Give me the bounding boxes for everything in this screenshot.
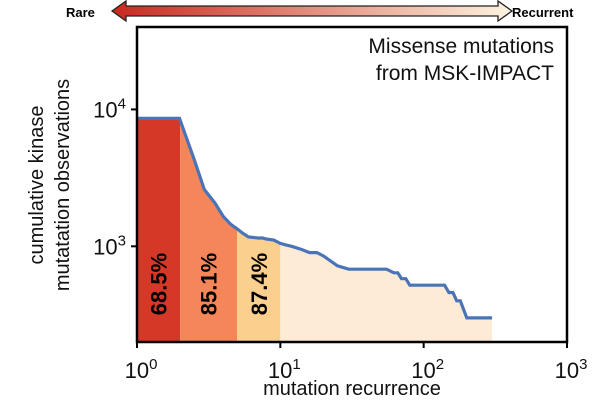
x-tick-label: 102 [411, 356, 444, 383]
x-axis-label: mutation recurrence [263, 378, 441, 400]
region-percent-label: 85.1% [197, 253, 222, 315]
chart-title: Missense mutations [368, 35, 554, 58]
region-fill [237, 228, 281, 342]
y-axis-label-line1: cumulative kinase [26, 106, 48, 265]
x-tick-label: 100 [125, 356, 158, 383]
rarity-arrow [110, 0, 514, 23]
region-percent-label: 87.4% [247, 253, 272, 315]
rare-label: Rare [66, 5, 95, 20]
chart-subtitle: from MSK-IMPACT [376, 62, 554, 85]
y-axis-label-line2: mutatation observations [52, 79, 74, 291]
region-fill [137, 118, 181, 342]
region-fills [137, 118, 493, 342]
plot-area: 68.5% 85.1% 87.4% 100 101 102 103 104 103 [93, 25, 587, 383]
region-fill [280, 243, 493, 342]
y-tick-label: 103 [93, 232, 126, 259]
region-fill [180, 120, 238, 342]
axis-ticks: 100 101 102 103 104 103 [93, 95, 587, 383]
y-tick-label: 104 [93, 95, 126, 122]
recurrent-label: Recurrent [512, 5, 574, 20]
region-percent-label: 68.5% [147, 253, 172, 315]
plot-frame [135, 25, 569, 344]
cumulative-line [137, 116, 493, 320]
x-tick-label: 101 [268, 356, 301, 383]
region-labels: 68.5% 85.1% 87.4% [147, 253, 272, 315]
x-tick-label: 103 [555, 356, 588, 383]
rarity-arrow-shape [110, 0, 514, 23]
